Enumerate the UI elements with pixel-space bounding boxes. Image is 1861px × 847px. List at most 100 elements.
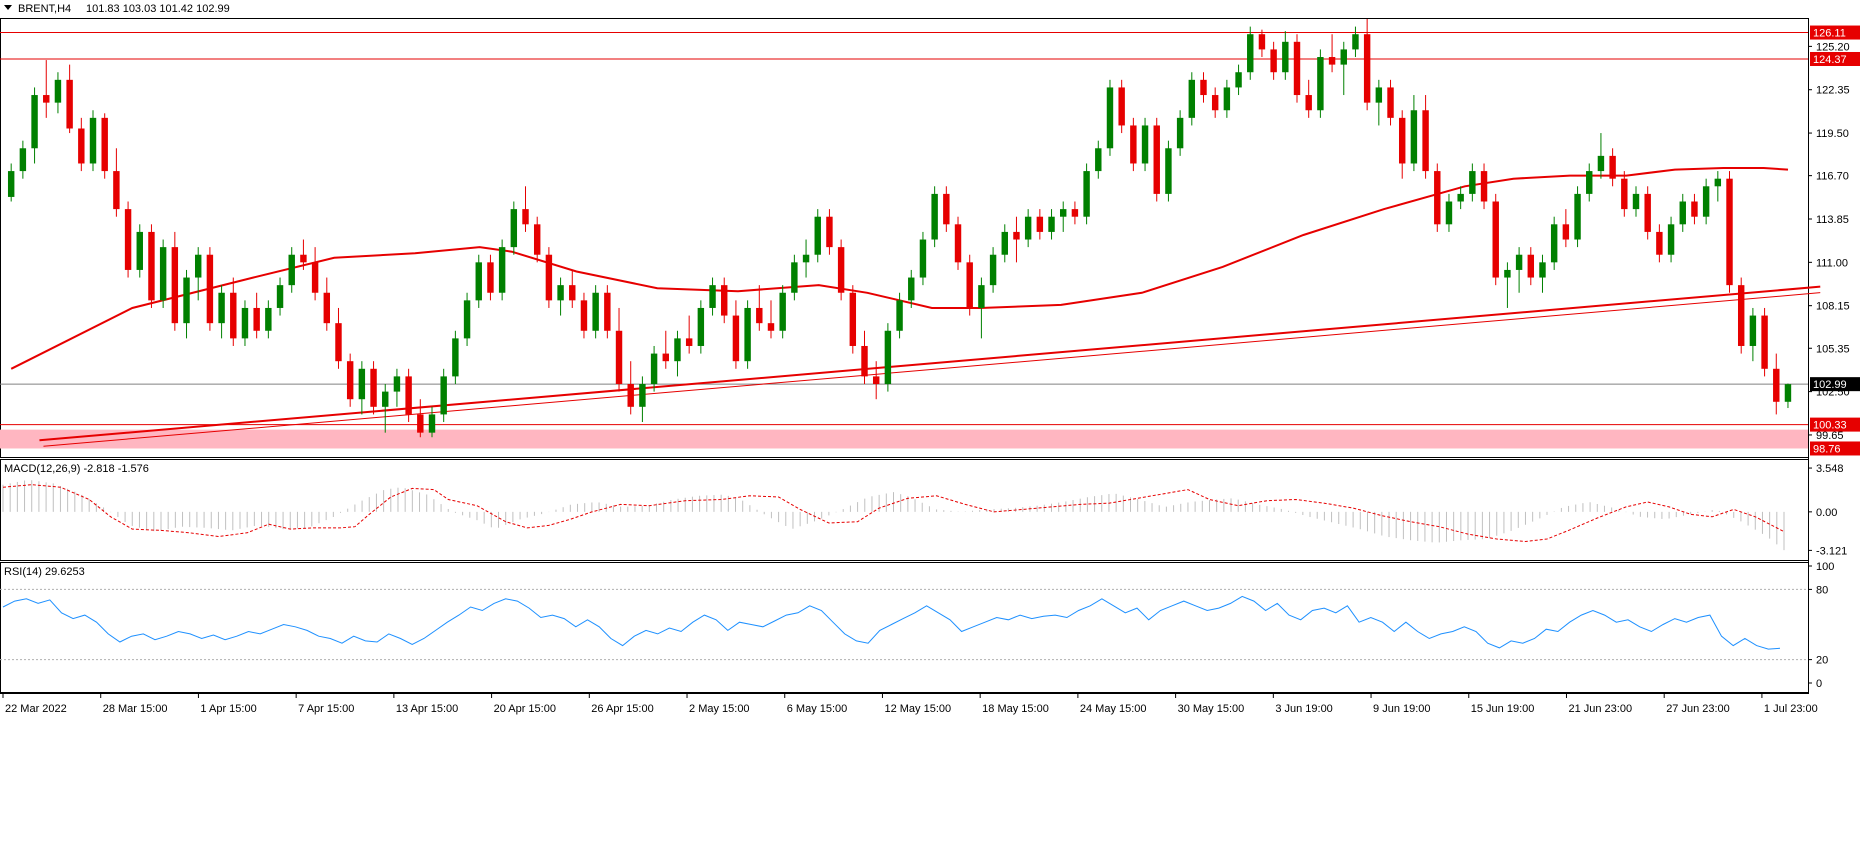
candle [802,239,810,278]
level-tag: 124.37 [1810,51,1860,66]
time-tick-label: 21 Jun 23:00 [1568,703,1632,715]
candle [1609,148,1616,187]
candle [954,216,962,270]
candle [1270,41,1277,80]
macd-pane-frame [0,459,1809,561]
candle [1282,31,1289,80]
candle [206,247,214,331]
candle [1574,186,1581,248]
candle [7,163,15,202]
price-axis: 125.20 122.35 119.50 116.70 113.85 111.00 108.… [1808,41,1850,442]
time-tick-label: 7 Apr 15:00 [298,703,354,715]
candle [1632,186,1640,217]
candle [1691,193,1698,225]
macd-label: MACD(12,26,9) -2.818 -1.576 [4,463,149,475]
candle [1165,140,1172,202]
candle [756,285,763,331]
candle [1457,186,1464,210]
price-tick-label: 116.70 [1816,171,1849,183]
candle [1235,64,1242,96]
candle [1293,34,1301,103]
candle [276,277,284,316]
candle [1200,72,1207,103]
candle [861,330,868,384]
chevron-down-icon[interactable] [4,5,12,10]
svg-text:100.33: 100.33 [1813,420,1847,432]
candle [19,140,27,179]
candle [1773,353,1780,415]
time-tick-label: 9 Jun 19:00 [1373,703,1431,715]
candle [1644,186,1651,240]
candle [1247,26,1254,80]
time-tick-label: 6 May 15:00 [787,703,848,715]
svg-text:98.76: 98.76 [1813,443,1841,455]
candle [1621,171,1628,217]
trendline-main[interactable] [39,285,1821,442]
candle [1656,224,1663,263]
trendlines[interactable] [39,285,1821,447]
candle [1176,110,1184,156]
candle [569,269,576,308]
candle [1340,41,1347,96]
candle [1410,95,1418,172]
zone-tag: 98.76 [1810,441,1860,456]
price-header: BRENT,H4 101.83 103.03 101.42 102.99 [4,3,230,15]
candle [545,247,553,308]
time-tick-label: 26 Apr 15:00 [591,703,653,715]
candle [452,330,459,384]
candle [311,247,319,301]
candle [487,254,494,301]
time-tick-label: 30 May 15:00 [1178,703,1245,715]
rsi-tick-label: 0 [1816,678,1822,690]
candle [1060,201,1067,232]
candle [335,307,342,369]
candle [1153,117,1160,202]
time-tick-label: 12 May 15:00 [884,703,951,715]
candle [826,209,833,255]
time-tick-label: 15 Jun 19:00 [1471,703,1535,715]
candle [1492,193,1499,286]
time-axis: 22 Mar 2022 28 Mar 15:00 1 Apr 15:00 7 Apr … [2,693,1818,715]
candle [440,368,447,423]
candle [1737,277,1745,354]
candle [510,201,518,255]
candle [1667,216,1675,263]
candle [1258,29,1266,58]
candle [1679,193,1686,232]
candle [592,285,599,339]
candle [604,285,611,339]
trendline-inner[interactable] [43,292,1821,447]
candle [1106,79,1114,156]
candle [288,247,295,293]
rsi-label: RSI(14) 29.6253 [4,566,85,578]
candle [136,224,143,278]
time-tick-label: 18 May 15:00 [982,703,1049,715]
price-tick-label: 99.65 [1816,430,1844,442]
rsi-levels [0,588,1808,661]
rsi-pane-frame [0,562,1809,693]
candle [1469,163,1476,202]
price-tick-label: 125.20 [1816,41,1850,53]
candle [779,285,786,339]
rsi-pane: RSI(14) 29.6253 100 80 20 0 [0,561,1834,690]
candle [1223,79,1231,118]
candle [370,361,377,415]
candle [1188,72,1196,126]
moving-average-line [10,167,1789,370]
time-tick-label: 24 May 15:00 [1080,703,1147,715]
price-tags: 126.11 124.37 100.33 98.76 102.99 [1810,25,1860,456]
candle [814,209,821,263]
time-tick-label: 13 Apr 15:00 [396,703,458,715]
candle [1001,224,1008,263]
candle [767,300,775,339]
candle [931,186,938,248]
price-pane [0,19,1821,449]
candle [674,330,681,377]
candle [1095,140,1102,179]
candle [475,254,482,308]
candle [978,277,985,339]
candle [1375,79,1383,126]
ohlc-readout: 101.83 103.03 101.42 102.99 [86,3,230,15]
candle [1317,49,1324,118]
